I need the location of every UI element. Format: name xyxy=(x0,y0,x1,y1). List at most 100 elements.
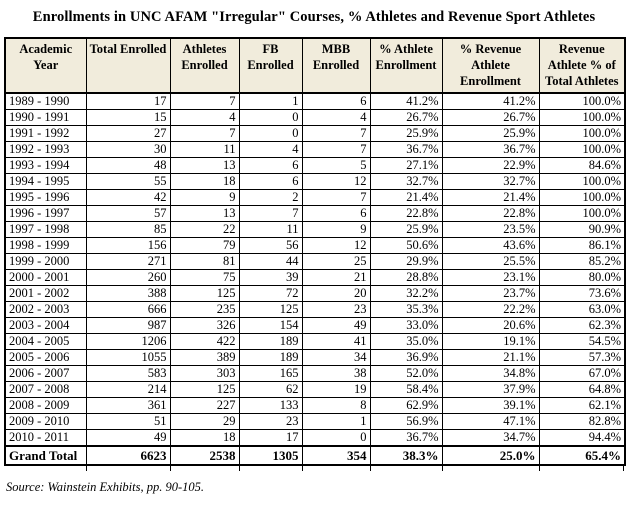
value-cell: 81 xyxy=(169,253,240,270)
gridline-stub xyxy=(540,466,624,471)
year-cell: 1998 - 1999 xyxy=(4,237,87,254)
value-cell: 100.0% xyxy=(538,141,626,158)
value-cell: 4 xyxy=(238,141,303,158)
year-cell: 2010 - 2011 xyxy=(4,429,87,447)
enrollment-table: Academic Year Total Enrolled Athletes En… xyxy=(4,37,626,466)
value-cell: 39.1% xyxy=(441,397,540,414)
value-cell: 2538 xyxy=(169,445,240,466)
year-cell: 1995 - 1996 xyxy=(4,189,87,206)
value-cell: 19 xyxy=(301,381,371,398)
table-row: 2007 - 2008 214 125 62 19 58.4% 37.9% 64.8% xyxy=(4,381,626,398)
value-cell: 22.8% xyxy=(441,205,540,222)
value-cell: 271 xyxy=(85,253,171,270)
value-cell: 7 xyxy=(301,141,371,158)
value-cell: 34.8% xyxy=(441,365,540,382)
value-cell: 17 xyxy=(85,92,171,110)
table-row: 2002 - 2003 666 235 125 23 35.3% 22.2% 63.0% xyxy=(4,301,626,318)
value-cell: 55 xyxy=(85,173,171,190)
value-cell: 20.6% xyxy=(441,317,540,334)
value-cell: 43.6% xyxy=(441,237,540,254)
value-cell: 67.0% xyxy=(538,365,626,382)
value-cell: 1055 xyxy=(85,349,171,366)
value-cell: 17 xyxy=(238,429,303,447)
table-body: 1989 - 1990 17 7 1 6 41.2% 41.2% 100.0% 1990 - 1… xyxy=(4,92,626,466)
value-cell: 154 xyxy=(238,317,303,334)
value-cell: 80.0% xyxy=(538,269,626,286)
value-cell: 7 xyxy=(301,189,371,206)
year-cell: 2009 - 2010 xyxy=(4,413,87,430)
year-cell: 2001 - 2002 xyxy=(4,285,87,302)
value-cell: 62.3% xyxy=(538,317,626,334)
value-cell: 7 xyxy=(238,205,303,222)
grand-total-label-cell: Grand Total xyxy=(4,445,87,466)
value-cell: 57.3% xyxy=(538,349,626,366)
table-row: 2000 - 2001 260 75 39 21 28.8% 23.1% 80.0% xyxy=(4,269,626,286)
year-cell: 2005 - 2006 xyxy=(4,349,87,366)
value-cell: 227 xyxy=(169,397,240,414)
value-cell: 6 xyxy=(238,157,303,174)
value-cell: 47.1% xyxy=(441,413,540,430)
value-cell: 56 xyxy=(238,237,303,254)
table-row: 1990 - 1991 15 4 0 4 26.7% 26.7% 100.0% xyxy=(4,109,626,126)
value-cell: 6 xyxy=(301,205,371,222)
value-cell: 79 xyxy=(169,237,240,254)
value-cell: 1206 xyxy=(85,333,171,350)
year-cell: 2004 - 2005 xyxy=(4,333,87,350)
gridline-stubs xyxy=(4,466,624,471)
value-cell: 100.0% xyxy=(538,189,626,206)
value-cell: 25.9% xyxy=(369,221,443,238)
table-row: 1994 - 1995 55 18 6 12 32.7% 32.7% 100.0% xyxy=(4,173,626,190)
value-cell: 214 xyxy=(85,381,171,398)
value-cell: 9 xyxy=(301,221,371,238)
value-cell: 125 xyxy=(169,381,240,398)
gridline-stub xyxy=(87,466,171,471)
year-cell: 2008 - 2009 xyxy=(4,397,87,414)
value-cell: 57 xyxy=(85,205,171,222)
value-cell: 4 xyxy=(169,109,240,126)
column-header-fb-enrolled: FB Enrolled xyxy=(238,37,303,94)
table-row: 2005 - 2006 1055 389 189 34 36.9% 21.1% 57.3% xyxy=(4,349,626,366)
grand-total-row: Grand Total 6623 2538 1305 354 38.3% 25.0% 65.4… xyxy=(4,445,626,466)
value-cell: 27.1% xyxy=(369,157,443,174)
table-header: Academic Year Total Enrolled Athletes En… xyxy=(4,37,626,94)
value-cell: 38 xyxy=(301,365,371,382)
value-cell: 100.0% xyxy=(538,125,626,142)
year-cell: 2002 - 2003 xyxy=(4,301,87,318)
value-cell: 987 xyxy=(85,317,171,334)
value-cell: 34 xyxy=(301,349,371,366)
gridline-stub xyxy=(4,466,87,471)
value-cell: 34.7% xyxy=(441,429,540,447)
year-cell: 2006 - 2007 xyxy=(4,365,87,382)
value-cell: 22.2% xyxy=(441,301,540,318)
value-cell: 23 xyxy=(301,301,371,318)
value-cell: 64.8% xyxy=(538,381,626,398)
column-header-athletes-enrolled: Athletes Enrolled xyxy=(169,37,240,94)
value-cell: 65.4% xyxy=(538,445,626,466)
value-cell: 32.2% xyxy=(369,285,443,302)
year-cell: 1991 - 1992 xyxy=(4,125,87,142)
year-cell: 1999 - 2000 xyxy=(4,253,87,270)
value-cell: 12 xyxy=(301,237,371,254)
value-cell: 32.7% xyxy=(369,173,443,190)
value-cell: 4 xyxy=(301,109,371,126)
year-cell: 1997 - 1998 xyxy=(4,221,87,238)
value-cell: 41 xyxy=(301,333,371,350)
value-cell: 165 xyxy=(238,365,303,382)
value-cell: 100.0% xyxy=(538,173,626,190)
value-cell: 326 xyxy=(169,317,240,334)
value-cell: 22.8% xyxy=(369,205,443,222)
value-cell: 13 xyxy=(169,157,240,174)
value-cell: 260 xyxy=(85,269,171,286)
value-cell: 36.7% xyxy=(369,141,443,158)
value-cell: 6 xyxy=(301,92,371,110)
table-row: 1992 - 1993 30 11 4 7 36.7% 36.7% 100.0% xyxy=(4,141,626,158)
value-cell: 422 xyxy=(169,333,240,350)
value-cell: 583 xyxy=(85,365,171,382)
value-cell: 63.0% xyxy=(538,301,626,318)
value-cell: 7 xyxy=(169,92,240,110)
value-cell: 189 xyxy=(238,349,303,366)
table-row: 1993 - 1994 48 13 6 5 27.1% 22.9% 84.6% xyxy=(4,157,626,174)
table-row: 2009 - 2010 51 29 23 1 56.9% 47.1% 82.8% xyxy=(4,413,626,430)
value-cell: 1305 xyxy=(238,445,303,466)
